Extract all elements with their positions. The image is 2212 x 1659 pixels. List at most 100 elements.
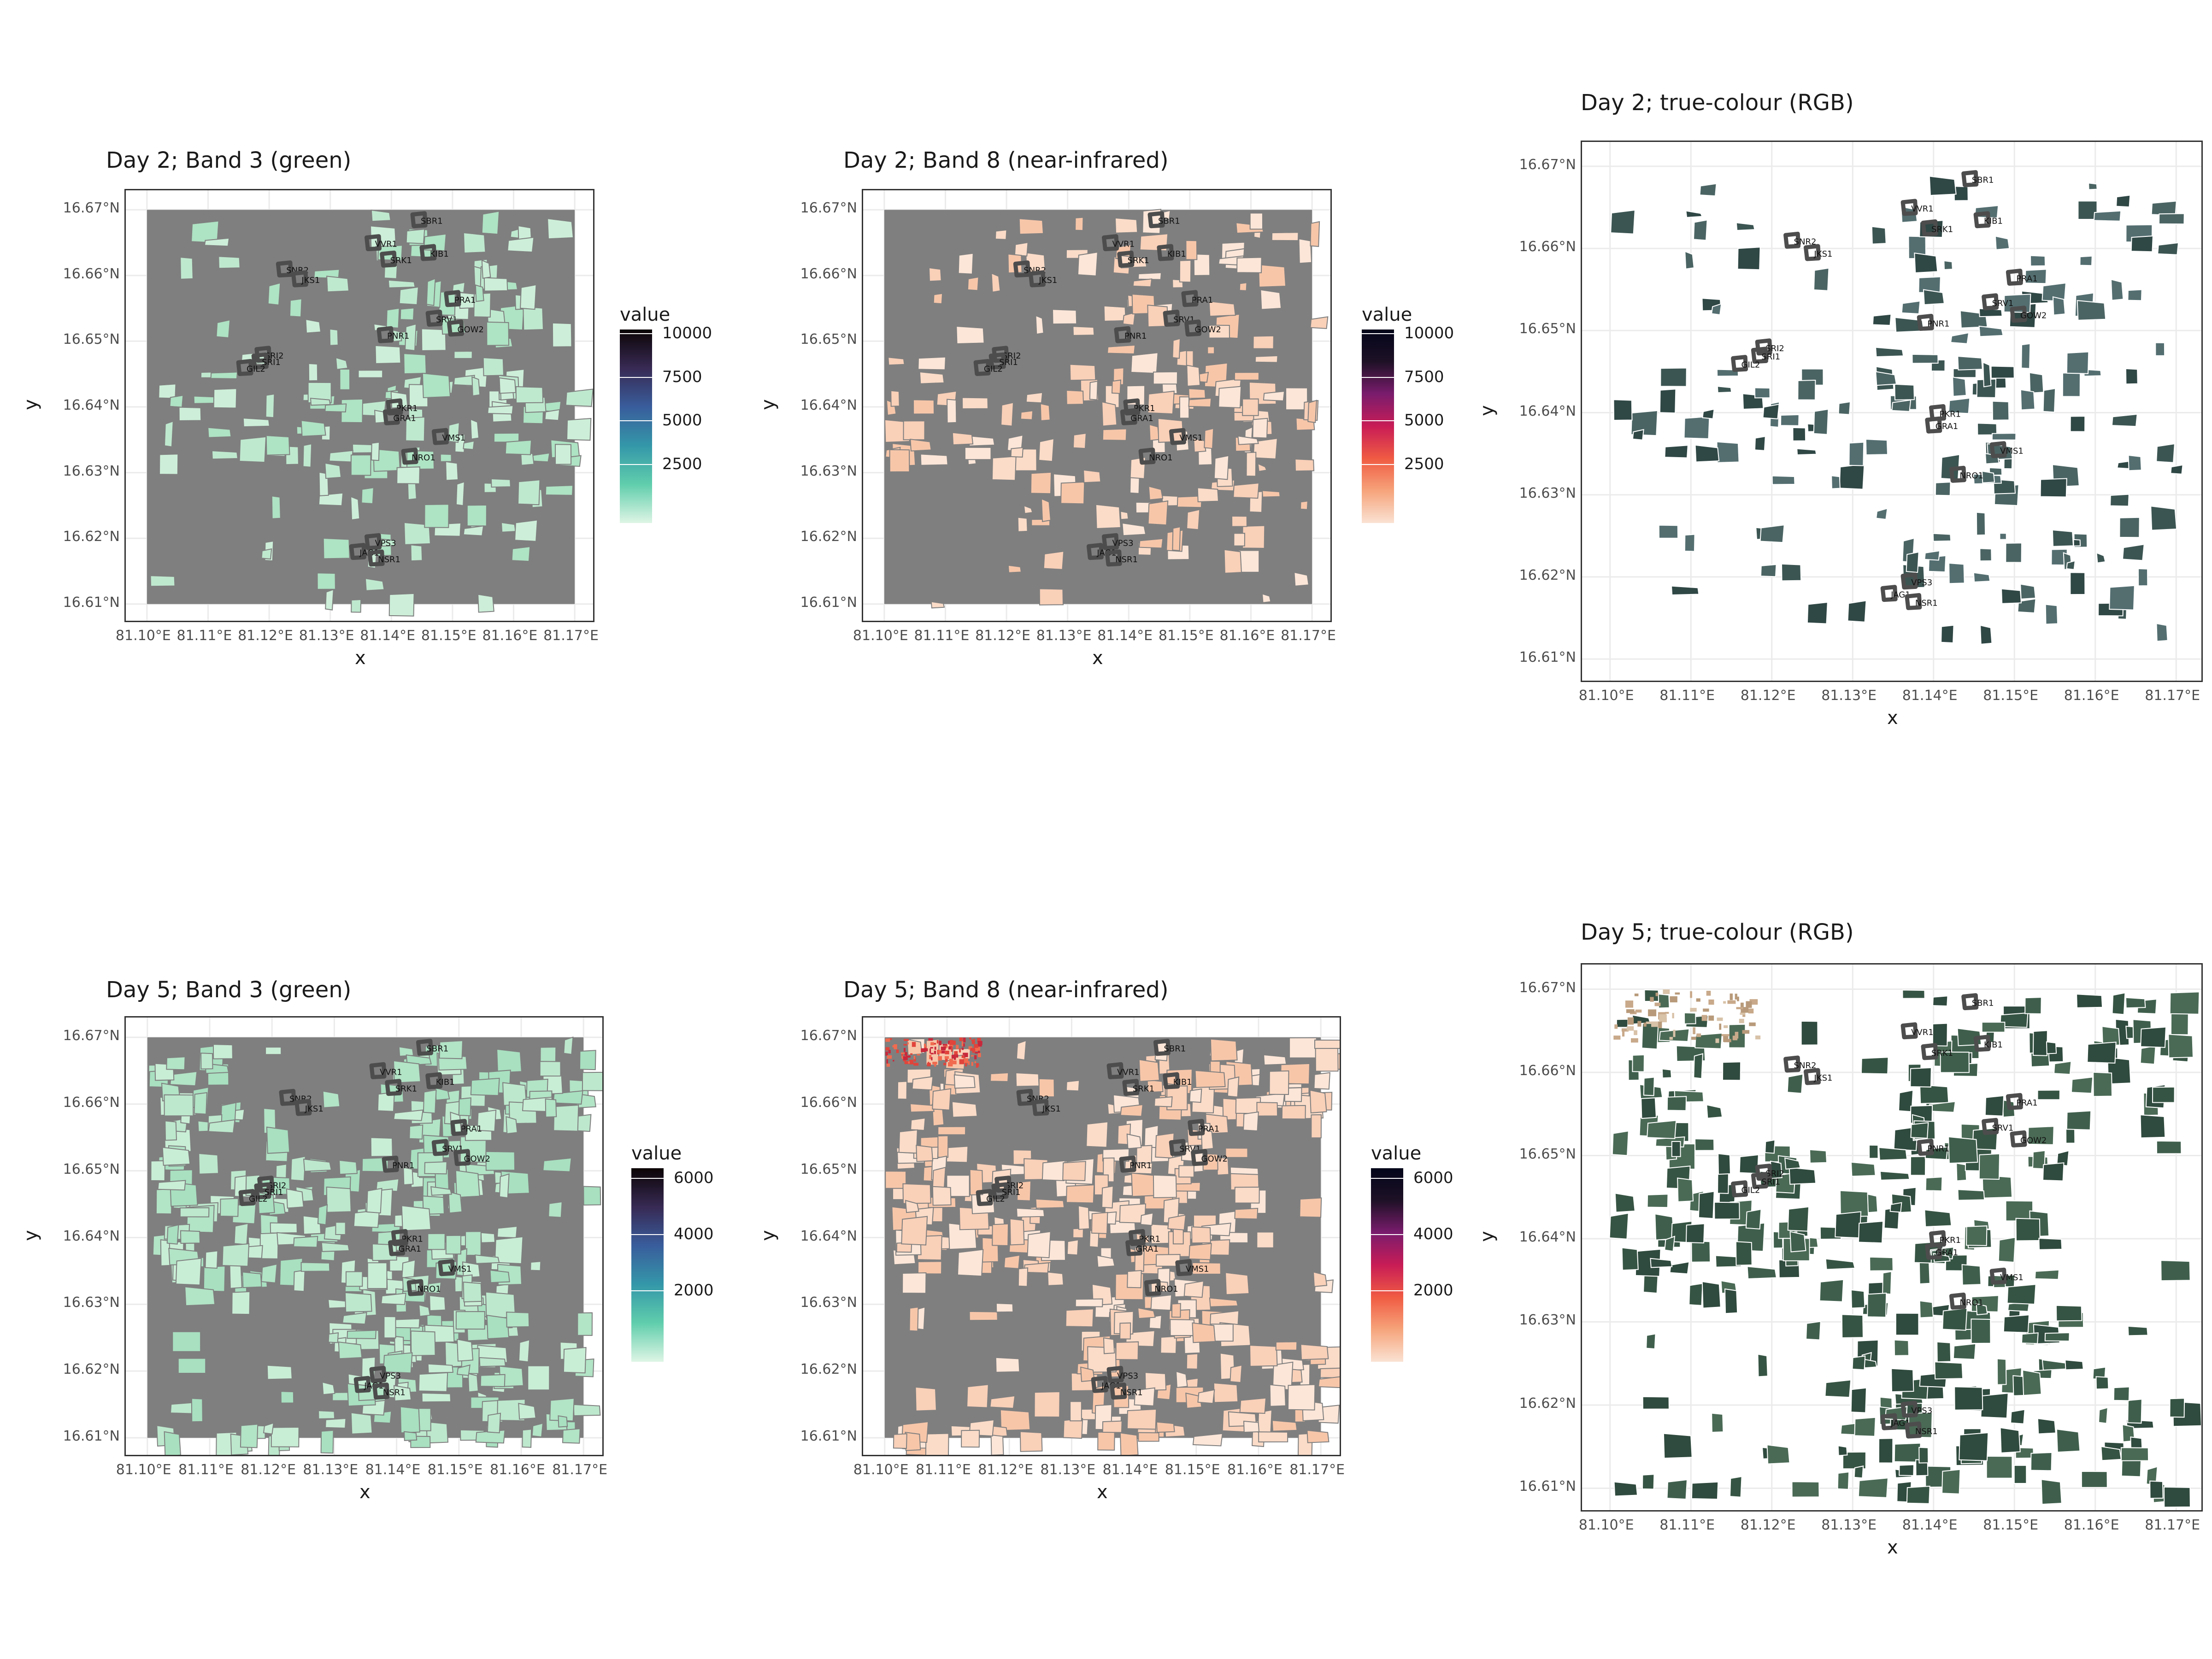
field-parcel: [445, 461, 459, 481]
high-value-pixel: [901, 1054, 903, 1057]
field-parcel: [958, 253, 974, 275]
site-outline-jag1: [1086, 543, 1104, 560]
site-outline-pra1: [1188, 1119, 1205, 1136]
field-parcel: [1225, 1272, 1250, 1295]
field-parcel: [1077, 251, 1098, 276]
field-parcel: [1047, 1271, 1064, 1286]
field-parcel: [1065, 1308, 1094, 1328]
site-label-nro1: NRO1: [417, 1284, 441, 1294]
field-parcel: [293, 1235, 318, 1248]
field-parcel: [421, 1392, 452, 1403]
site-outline-pkr1: [1929, 404, 1946, 421]
site-label-pnr1: PNR1: [1927, 1144, 1949, 1153]
high-value-pixel: [948, 1062, 953, 1067]
field-parcel: [1950, 332, 1970, 344]
site-label-jks1: JKS1: [301, 276, 320, 285]
field-parcel: [1694, 1032, 1723, 1049]
field-parcel: [925, 1433, 949, 1455]
field-parcel: [2120, 1447, 2149, 1461]
y-tick-label: 16.61°N: [1519, 1478, 1576, 1495]
field-parcel: [1246, 452, 1257, 477]
field-parcel: [1718, 1153, 1731, 1175]
high-value-pixel: [961, 1047, 964, 1050]
legend-tick-label: 5000: [1404, 411, 1444, 430]
y-tick-label: 16.61°N: [63, 1428, 120, 1445]
field-parcel: [1077, 1205, 1090, 1230]
field-parcel: [1312, 1271, 1328, 1287]
bare-soil-pixel: [1621, 1028, 1629, 1032]
field-parcel: [1138, 538, 1164, 549]
field-parcel: [1952, 376, 1967, 397]
field-parcel: [2158, 213, 2185, 225]
y-tick-label: 16.67°N: [800, 1027, 857, 1044]
field-parcel: [1179, 396, 1190, 419]
map-svg: SBR1 VVR1 KIB1 SRK1 SNR2 JKS1 PRA1 SRV1 GOW2 PNR1…: [1582, 965, 2201, 1510]
field-parcel: [2093, 1071, 2113, 1097]
high-value-pixel: [894, 1044, 897, 1049]
field-parcel: [500, 522, 516, 533]
legend-colorbar: [620, 329, 652, 523]
bare-soil-pixel: [1708, 1015, 1714, 1021]
field-parcel: [1848, 441, 1865, 466]
field-parcel: [2037, 1418, 2056, 1435]
field-parcel: [1052, 309, 1077, 325]
field-parcel: [405, 416, 425, 442]
bare-soil-pixel: [1691, 1036, 1696, 1040]
y-tick-label: 16.62°N: [1519, 567, 1576, 583]
field-parcel: [293, 1270, 306, 1292]
field-parcel: [1613, 1481, 1638, 1497]
field-parcel: [890, 390, 900, 407]
legend-tick-label: 10000: [662, 324, 712, 343]
field-parcel: [1978, 325, 2004, 337]
site-outline-gil2: [238, 1189, 256, 1206]
field-parcel: [1780, 414, 1800, 426]
field-parcel: [2160, 1260, 2191, 1282]
field-parcel: [1210, 1038, 1238, 1062]
x-tick-label: 81.10°E: [116, 1462, 171, 1478]
field-parcel: [410, 544, 423, 562]
field-parcel: [1745, 1208, 1762, 1230]
x-tick-label: 81.16°E: [482, 628, 538, 644]
field-parcel: [548, 1201, 563, 1218]
y-tick-label: 16.64°N: [63, 1228, 120, 1244]
field-parcel: [480, 1374, 506, 1387]
y-tick-label: 16.65°N: [1519, 321, 1576, 337]
field-parcel: [1714, 1201, 1740, 1220]
field-parcel: [265, 1047, 282, 1055]
field-parcel: [906, 1039, 923, 1056]
field-parcel: [426, 1421, 449, 1444]
field-parcel: [1097, 1431, 1115, 1451]
site-outline-kib1: [1973, 1035, 1991, 1052]
site-label-gra1: GRA1: [393, 413, 416, 423]
field-parcel: [1959, 1432, 1989, 1461]
bare-soil-pixel: [1749, 1022, 1756, 1026]
field-parcel: [1170, 1319, 1195, 1336]
field-parcel: [345, 1271, 363, 1287]
field-parcel: [482, 357, 505, 377]
x-tick-label: 81.13°E: [303, 1462, 359, 1478]
y-tick-label: 16.63°N: [800, 463, 857, 479]
legend-tick-mark: [620, 464, 652, 465]
field-parcel: [1103, 305, 1127, 322]
field-parcel: [2127, 289, 2142, 301]
field-parcel: [2170, 1012, 2189, 1035]
field-parcel: [1132, 278, 1153, 288]
legend-tick-mark: [620, 377, 652, 378]
field-parcel: [1000, 1409, 1031, 1431]
field-parcel: [1910, 1122, 1929, 1139]
field-parcel: [494, 1236, 524, 1265]
field-parcel: [514, 519, 538, 542]
field-parcel: [1294, 459, 1315, 472]
field-parcel: [1177, 495, 1203, 508]
legend-tick-label: 10000: [1404, 324, 1454, 343]
field-parcel: [1706, 1104, 1723, 1119]
field-parcel: [995, 1303, 1014, 1313]
site-outline-jag1: [1880, 585, 1898, 602]
field-parcel: [1809, 1149, 1828, 1164]
field-parcel: [1134, 1387, 1155, 1406]
legend-tick-label: 2000: [1413, 1281, 1453, 1300]
field-parcel: [240, 1424, 259, 1448]
site-outline-srv1: [431, 1139, 449, 1156]
site-outline-pra1: [444, 290, 461, 307]
bare-soil-pixel: [1693, 1027, 1696, 1035]
